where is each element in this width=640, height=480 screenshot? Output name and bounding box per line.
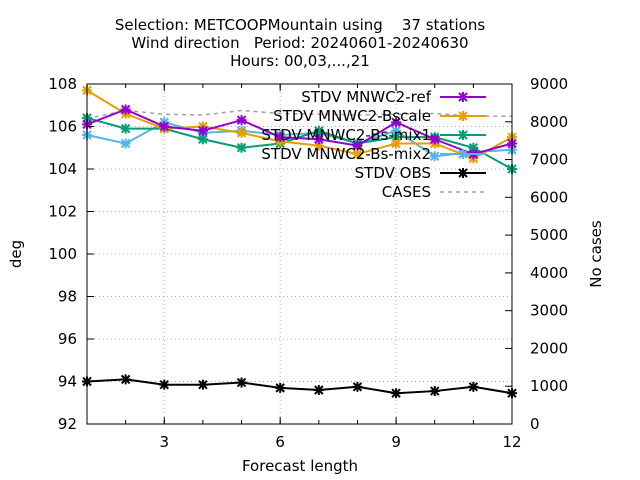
y-tick-label: 104 bbox=[48, 160, 77, 178]
y-tick-label: 100 bbox=[48, 245, 77, 263]
legend-item: STDV OBS bbox=[355, 164, 486, 182]
y-tick-label: 102 bbox=[48, 203, 77, 221]
chart-title-line-1: Selection: METCOOPMountain using 37 stat… bbox=[115, 16, 485, 34]
series-4-point bbox=[429, 386, 440, 397]
series-5-line bbox=[86, 109, 512, 120]
x-tick-label: 6 bbox=[275, 433, 285, 451]
y2-tick-label: 2000 bbox=[530, 339, 568, 357]
y-tick-label: 106 bbox=[48, 118, 77, 136]
series-2-line bbox=[86, 117, 513, 170]
y2-tick-label: 4000 bbox=[530, 264, 568, 282]
legend-label: STDV MNWC2-ref bbox=[301, 88, 431, 106]
legend-label: STDV MNWC2-Bscale bbox=[273, 107, 431, 125]
y-tick-label: 94 bbox=[58, 373, 77, 391]
series-2-point bbox=[197, 134, 208, 145]
legend-label: STDV MNWC2-Bs-mix1 bbox=[261, 126, 431, 144]
series-5 bbox=[86, 109, 512, 120]
legend-item: STDV MNWC2-Bscale bbox=[273, 107, 486, 125]
series-2-point bbox=[236, 142, 247, 153]
y2-axis-label: No cases bbox=[587, 220, 605, 288]
series-1-point bbox=[352, 149, 363, 160]
y2-tick-label: 8000 bbox=[530, 113, 568, 131]
series-0-line bbox=[86, 108, 513, 156]
y-tick-label: 108 bbox=[48, 75, 77, 93]
y-tick-label: 98 bbox=[58, 288, 77, 306]
y-tick-label: 96 bbox=[58, 330, 77, 348]
legend-item: STDV MNWC2-Bs-mix2 bbox=[261, 145, 486, 163]
series-4-point bbox=[236, 377, 247, 388]
series-0-point bbox=[159, 121, 170, 132]
series-2-point bbox=[120, 123, 131, 134]
y-axis-label: deg bbox=[7, 240, 25, 268]
x-tick-label: 3 bbox=[159, 433, 169, 451]
legend-marker bbox=[458, 92, 468, 102]
legend-item: STDV MNWC2-Bs-mix1 bbox=[261, 126, 486, 144]
legend-item: CASES bbox=[382, 183, 486, 201]
series-layer bbox=[82, 85, 517, 399]
series-3-point bbox=[429, 151, 440, 162]
series-2-point bbox=[313, 125, 324, 136]
y2-tick-label: 1000 bbox=[530, 377, 568, 395]
series-0-point bbox=[275, 132, 286, 143]
series-4-line bbox=[86, 378, 513, 395]
series-3-point bbox=[120, 138, 131, 149]
legend-item: STDV MNWC2-ref bbox=[301, 88, 486, 106]
y2-tick-label: 5000 bbox=[530, 226, 568, 244]
series-0-point bbox=[313, 134, 324, 145]
legend-marker bbox=[458, 130, 468, 140]
legend-label: CASES bbox=[382, 183, 431, 201]
series-4-point bbox=[313, 385, 324, 395]
x-tick-label: 9 bbox=[391, 433, 401, 451]
series-0-point bbox=[236, 115, 247, 126]
y2-tick-label: 7000 bbox=[530, 151, 568, 169]
series-4-point bbox=[159, 379, 170, 390]
chart-title-line-3: Hours: 00,03,...,21 bbox=[230, 52, 370, 70]
series-1-line bbox=[86, 89, 513, 160]
series-1-point bbox=[236, 127, 247, 138]
x-axis-label: Forecast length bbox=[242, 457, 358, 475]
legend-label: STDV OBS bbox=[355, 164, 431, 182]
legend-marker bbox=[458, 168, 468, 178]
series-0-point bbox=[429, 134, 440, 145]
series-0-point bbox=[197, 125, 208, 136]
series-4 bbox=[82, 374, 517, 399]
chart-title-line-2: Wind direction Period: 20240601-20240630 bbox=[131, 34, 468, 52]
series-4-point bbox=[391, 388, 402, 399]
legend-marker bbox=[458, 149, 468, 159]
series-4-point bbox=[120, 374, 131, 385]
series-0-point bbox=[391, 117, 402, 128]
legend-label: STDV MNWC2-Bs-mix2 bbox=[261, 145, 431, 163]
y2-tick-label: 0 bbox=[530, 415, 540, 433]
series-0-point bbox=[352, 140, 363, 151]
legend-marker bbox=[458, 111, 468, 121]
y-tick-label: 92 bbox=[58, 415, 77, 433]
y2-tick-label: 9000 bbox=[530, 75, 568, 93]
series-4-point bbox=[275, 382, 286, 393]
series-4-point bbox=[352, 381, 363, 392]
series-0-point bbox=[120, 104, 131, 115]
y2-tick-label: 3000 bbox=[530, 302, 568, 320]
series-4-point bbox=[468, 381, 479, 392]
series-4-point bbox=[197, 379, 208, 390]
ticks: 9294969810010210410610801000200030004000… bbox=[48, 75, 568, 451]
y2-tick-label: 6000 bbox=[530, 188, 568, 206]
series-1-point bbox=[391, 138, 402, 149]
x-tick-label: 12 bbox=[502, 433, 521, 451]
